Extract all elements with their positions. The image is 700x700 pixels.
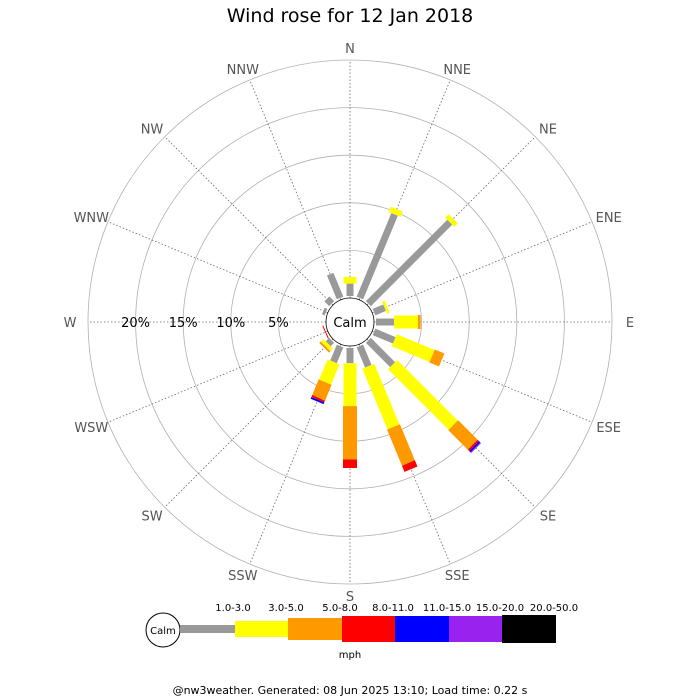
- bar-ese-bin-1: [391, 334, 435, 363]
- grid-spoke: [249, 79, 342, 300]
- direction-label-sw: SW: [141, 510, 162, 525]
- direction-label-w: W: [64, 316, 77, 331]
- bar-ese-bin-2: [429, 349, 445, 367]
- bar-ene-bin-1: [382, 300, 390, 314]
- bar-ese-bin-0: [372, 328, 396, 344]
- direction-label-sse: SSE: [445, 569, 470, 584]
- grid-ring: [87, 59, 613, 585]
- grid-spoke: [107, 221, 328, 314]
- grid-spoke: [164, 136, 334, 306]
- footer-text: @nw3weather. Generated: 08 Jun 2025 13:1…: [172, 684, 528, 697]
- bar-sse-bin-3: [401, 460, 418, 472]
- bar-se-bin-5: [470, 442, 482, 454]
- legend-swatch-bin-2: [288, 618, 342, 640]
- direction-label-ssw: SSW: [228, 569, 258, 584]
- direction-label-nne: NNE: [443, 63, 471, 78]
- legend-bin-label: 5.0-8.0: [322, 603, 357, 614]
- grid-spoke: [164, 338, 334, 508]
- bar-nnw-bin-0: [326, 272, 344, 300]
- chart-title: Wind rose for 12 Jan 2018: [226, 5, 474, 27]
- bar-sse-bin-0: [356, 344, 372, 368]
- bar-ssw-bin-3: [311, 395, 325, 403]
- legend-bin-label: 20.0-50.0: [530, 603, 578, 614]
- bar-nne-bin-0: [356, 213, 398, 300]
- direction-label-ese: ESE: [596, 421, 621, 436]
- grid-spoke: [107, 330, 328, 423]
- legend-swatch-bin-4: [395, 616, 449, 642]
- legend-bin-label: 3.0-5.0: [268, 603, 303, 614]
- radial-tick-label: 15%: [169, 316, 198, 331]
- radial-tick-label: 5%: [268, 316, 289, 331]
- legend-swatch-bin-3: [342, 616, 395, 642]
- bar-sw-bin-1: [321, 339, 333, 351]
- direction-label-e: E: [626, 316, 634, 331]
- bar-ssw-bin-0: [330, 344, 344, 364]
- direction-label-n: N: [345, 42, 355, 57]
- legend-bin-label: 15.0-20.0: [476, 603, 524, 614]
- bar-ssw-bin-1: [319, 359, 340, 385]
- direction-label-wnw: WNW: [74, 211, 110, 226]
- legend-swatch-bin-5: [449, 616, 502, 642]
- legend-calm-label: Calm: [150, 626, 176, 637]
- grid-spoke: [372, 221, 593, 314]
- bar-ssw-bin-4: [310, 397, 325, 405]
- calm-label: Calm: [333, 316, 366, 331]
- legend-bin-label: 8.0-11.0: [372, 603, 414, 614]
- legend-units-label: mph: [339, 650, 361, 661]
- bar-sse-bin-2: [387, 424, 415, 466]
- legend-swatch-bin-1: [235, 621, 288, 637]
- legend-swatch-bin-6: [502, 615, 556, 643]
- bar-sw-bin-0: [325, 337, 335, 347]
- legend-bin-label: 1.0-3.0: [215, 603, 250, 614]
- direction-label-ene: ENE: [596, 211, 622, 226]
- calm-circle: [325, 297, 375, 347]
- legend-swatch-bin-0: [180, 625, 235, 633]
- bar-sw-bin-2: [319, 341, 331, 353]
- bar-nne-bin-1: [388, 206, 403, 217]
- radial-tick-label: 10%: [216, 316, 245, 331]
- bar-se-bin-3: [467, 439, 480, 452]
- bar-nw-bin-0: [324, 296, 335, 307]
- bar-ene-bin-0: [372, 304, 386, 316]
- direction-label-se: SE: [540, 510, 556, 525]
- bar-se-bin-1: [388, 360, 458, 430]
- direction-label-nnw: NNW: [227, 63, 259, 78]
- bar-ne-bin-1: [445, 214, 458, 227]
- direction-label-ne: NE: [539, 122, 557, 137]
- bar-ssw-bin-2: [312, 379, 332, 401]
- direction-label-wsw: WSW: [74, 421, 108, 436]
- bar-wnw-bin-0: [321, 307, 328, 316]
- direction-label-nw: NW: [141, 122, 164, 137]
- bar-se-bin-2: [448, 420, 478, 450]
- grid-ring: [182, 154, 518, 490]
- direction-label-s: S: [346, 590, 354, 605]
- bar-se-bin-4: [469, 441, 481, 453]
- radial-tick-label: 20%: [121, 316, 150, 331]
- bar-sse-bin-1: [362, 363, 400, 430]
- legend-bin-label: 11.0-15.0: [423, 603, 471, 614]
- bar-ne-bin-0: [365, 219, 453, 307]
- bar-se-bin-0: [365, 337, 396, 368]
